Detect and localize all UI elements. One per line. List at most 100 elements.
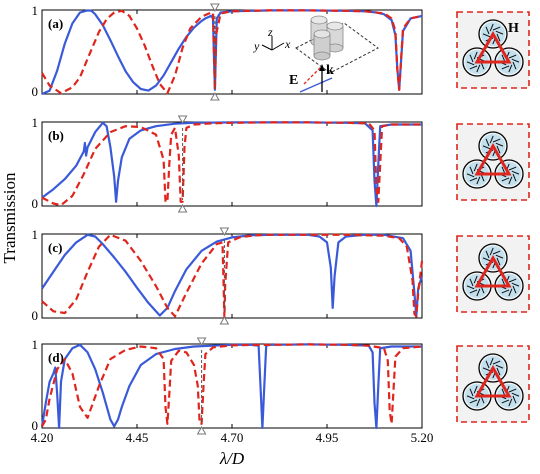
- field-arrow: [473, 275, 478, 284]
- field-arrow: [492, 360, 501, 365]
- x-tick-label: 4.20: [31, 430, 54, 445]
- series-line-dashed: [41, 233, 424, 320]
- marker-triangle-bottom: [196, 425, 207, 435]
- field-arrow: [495, 30, 504, 35]
- y-axis-title: Transmission: [0, 172, 19, 264]
- field-arrow: [485, 26, 490, 35]
- field-arrow: [466, 395, 475, 400]
- field-arrow: [511, 170, 520, 175]
- panel-frame: [41, 121, 423, 207]
- axis-label-z: z: [267, 25, 273, 39]
- field-arrow: [469, 399, 478, 404]
- rod-outline: [478, 131, 508, 161]
- axis-label-y: y: [253, 39, 260, 53]
- field-arrow: [495, 254, 504, 259]
- field-arrow: [496, 33, 501, 42]
- field-arrow: [476, 288, 481, 297]
- y-tick-label: 0: [32, 418, 39, 433]
- field-insets: [456, 11, 530, 423]
- field-arrow: [476, 398, 481, 407]
- rod-cluster: [310, 15, 344, 61]
- marker-triangle-top: [177, 115, 188, 125]
- marker-triangle-top: [219, 227, 230, 237]
- field-arrow: [469, 65, 478, 70]
- coordinate-axes: [261, 36, 285, 51]
- field-inset: [456, 345, 530, 423]
- x-tick-label: 4.45: [126, 430, 149, 445]
- chart-panels: 1 0 (a) 1 0 (b) 1 0 (c) 1 0 (d): [32, 3, 424, 435]
- field-arrow: [508, 54, 517, 59]
- rod-outline: [478, 19, 508, 49]
- field-arrow: [501, 65, 510, 70]
- panel-label: (b): [48, 128, 64, 143]
- x-tick-labels: 4.20 4.45 4.70 4.95 5.20: [31, 430, 434, 445]
- marker-triangle-top: [210, 3, 220, 13]
- field-arrow: [466, 173, 475, 178]
- x-tick-label: 4.70: [221, 430, 244, 445]
- field-arrow: [495, 364, 504, 369]
- trimer-triangle: [474, 364, 512, 398]
- panel: 1 0 (c): [32, 227, 424, 325]
- field-arrow: [482, 33, 491, 38]
- field-arrow: [492, 138, 501, 143]
- field-arrow: [508, 288, 513, 297]
- y-tick-label: 1: [32, 227, 39, 242]
- field-arrow: [492, 26, 501, 31]
- field-arrow: [469, 54, 474, 63]
- field-arrow: [508, 64, 513, 73]
- field-arrow: [485, 250, 490, 259]
- incident-wave: [299, 64, 333, 93]
- x-axis-title: λ/D: [219, 449, 245, 468]
- e-field-label: E: [289, 73, 298, 88]
- field-arrow: [511, 282, 520, 287]
- field-arrow: [496, 257, 501, 266]
- field-arrow: [473, 51, 478, 60]
- field-arrow: [466, 285, 475, 290]
- field-arrow: [496, 145, 501, 154]
- panel: 1 0 (b): [32, 115, 423, 213]
- y-tick-label: 1: [32, 337, 39, 352]
- field-arrow: [512, 173, 517, 182]
- field-arrow: [485, 360, 490, 369]
- magnetic-field-label: H: [508, 21, 519, 36]
- field-arrow: [501, 399, 510, 404]
- x-tick-label: 5.20: [411, 430, 434, 445]
- marker-triangle-bottom: [210, 91, 220, 101]
- marker-triangle-bottom: [219, 315, 230, 325]
- panel: 1 0 (d): [32, 337, 423, 435]
- field-arrow: [469, 177, 478, 182]
- field-arrow: [489, 247, 494, 256]
- y-tick-label: 0: [32, 84, 39, 99]
- field-arrow: [473, 385, 478, 394]
- field-inset: [456, 123, 530, 201]
- geometry-inset: z y x E k: [253, 15, 379, 93]
- field-arrow: [512, 395, 517, 404]
- field-arrow: [511, 392, 520, 397]
- series-line-solid: [41, 121, 422, 208]
- field-arrow: [512, 285, 517, 294]
- field-arrow: [496, 367, 501, 376]
- y-tick-label: 0: [32, 308, 39, 323]
- field-arrow: [469, 289, 478, 294]
- field-arrow: [508, 278, 517, 283]
- y-tick-label: 1: [32, 3, 39, 18]
- k-vector-label: k: [326, 63, 334, 78]
- field-arrow: [466, 61, 475, 66]
- field-arrow: [482, 367, 491, 372]
- marker-triangle-top: [196, 337, 207, 347]
- field-arrow: [469, 278, 474, 287]
- field-arrow: [501, 177, 510, 182]
- field-arrow: [489, 23, 494, 32]
- field-inset: [456, 235, 530, 313]
- series-line-dashed: [41, 121, 422, 207]
- field-arrow: [508, 388, 517, 393]
- series-line-dashed: [41, 9, 423, 95]
- panel-label: (c): [48, 240, 62, 255]
- rod-outline: [478, 353, 508, 383]
- field-arrow: [508, 176, 513, 185]
- field-arrow: [482, 145, 491, 150]
- trimer-triangle: [474, 30, 512, 64]
- field-arrow: [489, 357, 494, 366]
- panel-label: (a): [48, 16, 63, 31]
